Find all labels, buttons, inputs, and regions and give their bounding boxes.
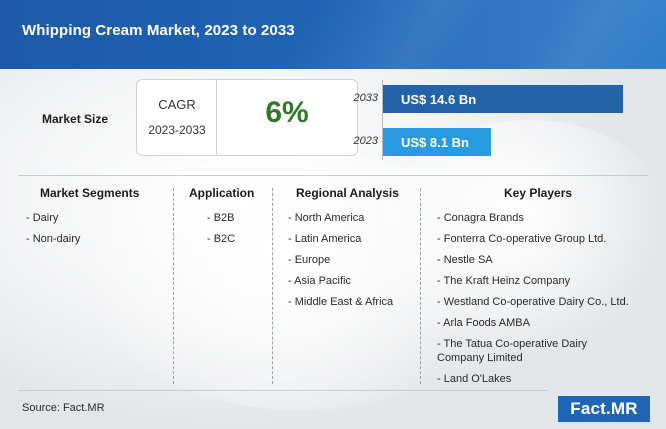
list-item: - Arla Foods AMBA bbox=[437, 317, 530, 329]
list-item: - The Tatua Co-operative Dairy Company L… bbox=[437, 338, 587, 364]
page-title: Whipping Cream Market, 2023 to 2033 bbox=[22, 22, 295, 39]
key-players-heading: Key Players bbox=[504, 186, 573, 200]
list-item: - North America bbox=[288, 212, 365, 224]
regional-analysis-column: Regional Analysis - North America - Lati… bbox=[288, 186, 399, 316]
list-item: - Dairy bbox=[26, 212, 59, 224]
header-stripe bbox=[450, 0, 666, 69]
cagr-title: CAGR bbox=[158, 97, 196, 112]
market-segments-heading: Market Segments bbox=[40, 186, 140, 200]
list-item: - Europe bbox=[288, 254, 331, 266]
list-item: - Latin America bbox=[288, 233, 362, 245]
cagr-box: CAGR 2023-2033 6% bbox=[136, 79, 358, 156]
list-item: - Non-dairy bbox=[26, 233, 81, 245]
column-separator bbox=[420, 188, 421, 384]
application-column: Application - B2B - B2C bbox=[189, 186, 254, 253]
column-separator bbox=[173, 188, 174, 384]
bar-year-2023: 2023 bbox=[353, 135, 378, 147]
bar-value-2023: US$ 8.1 Bn bbox=[401, 134, 469, 150]
bar-2033: US$ 14.6 Bn bbox=[383, 85, 623, 113]
list-item: - B2B bbox=[207, 212, 235, 224]
list-item: - B2C bbox=[207, 233, 236, 245]
fact-mr-logo: Fact.MR bbox=[558, 396, 650, 422]
cagr-left-panel: CAGR 2023-2033 bbox=[137, 80, 217, 155]
bar-2023: US$ 8.1 Bn bbox=[383, 128, 491, 156]
list-item: - Westland Co-operative Dairy Co., Ltd. bbox=[437, 296, 629, 308]
background-cream-shape bbox=[380, 120, 666, 350]
list-item: - Asia Pacific bbox=[288, 275, 351, 287]
cagr-period: 2023-2033 bbox=[148, 123, 206, 137]
list-item: - Middle East & Africa bbox=[288, 296, 394, 308]
list-item: - Land O'Lakes bbox=[437, 373, 512, 385]
cagr-value: 6% bbox=[265, 96, 309, 129]
market-size-label: Market Size bbox=[42, 112, 109, 126]
source-text: Source: Fact.MR bbox=[22, 402, 105, 414]
list-item: - Nestle SA bbox=[437, 254, 493, 266]
section-divider bbox=[18, 175, 648, 176]
key-players-column: Key Players - Conagra Brands - Fonterra … bbox=[437, 186, 629, 393]
list-item: - Conagra Brands bbox=[437, 212, 524, 224]
bar-axis bbox=[382, 80, 383, 160]
bar-value-2033: US$ 14.6 Bn bbox=[401, 91, 477, 107]
list-item: - Fonterra Co-operative Group Ltd. bbox=[437, 233, 607, 245]
column-separator bbox=[272, 188, 273, 384]
bar-year-2033: 2033 bbox=[353, 92, 378, 104]
header-banner: Whipping Cream Market, 2023 to 2033 bbox=[0, 0, 666, 69]
footer-divider bbox=[18, 390, 548, 391]
regional-analysis-heading: Regional Analysis bbox=[296, 186, 399, 200]
market-segments-column: Market Segments - Dairy - Non-dairy bbox=[26, 186, 140, 253]
application-heading: Application bbox=[189, 186, 255, 200]
list-item: - The Kraft Heinz Company bbox=[437, 275, 571, 287]
